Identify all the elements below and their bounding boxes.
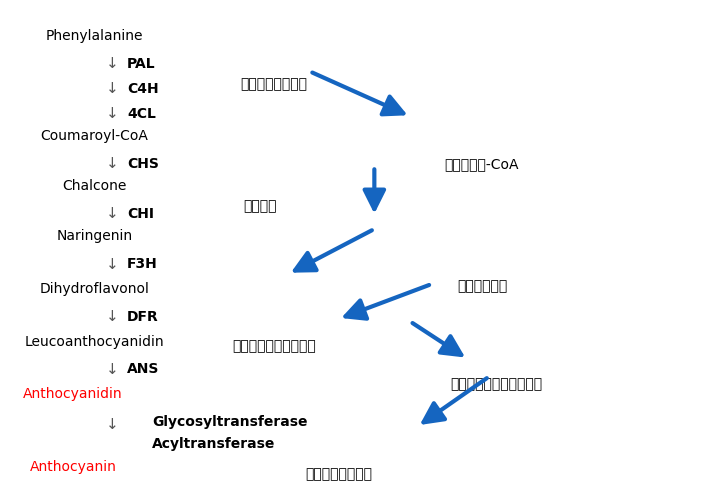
Text: CHS: CHS xyxy=(127,157,159,171)
Text: ↓: ↓ xyxy=(106,81,119,97)
Text: アントシアニジン: アントシアニジン xyxy=(305,467,372,481)
Text: Chalcone: Chalcone xyxy=(63,180,127,194)
Text: Glycosyltransferase: Glycosyltransferase xyxy=(152,414,307,429)
Text: C4H: C4H xyxy=(127,82,158,96)
Text: ↓: ↓ xyxy=(106,362,119,377)
Text: ↓: ↓ xyxy=(106,107,119,121)
Text: ↓: ↓ xyxy=(106,416,119,432)
Text: Dihydroflavonol: Dihydroflavonol xyxy=(40,282,150,296)
Text: CHI: CHI xyxy=(127,207,154,221)
Text: ↓: ↓ xyxy=(106,156,119,172)
Text: ナリンゲニン: ナリンゲニン xyxy=(456,280,507,294)
Text: ↓: ↓ xyxy=(106,56,119,71)
Text: Anthocyanin: Anthocyanin xyxy=(30,460,117,474)
Text: Coumaroyl-CoA: Coumaroyl-CoA xyxy=(41,129,148,143)
Text: Naringenin: Naringenin xyxy=(57,229,132,243)
Text: Phenylalanine: Phenylalanine xyxy=(46,29,143,43)
Text: ジヒドロフラボノール: ジヒドロフラボノール xyxy=(232,340,316,354)
Text: ANS: ANS xyxy=(127,362,159,376)
Text: ↓: ↓ xyxy=(106,309,119,324)
Text: ロイコアントシアニジン: ロイコアントシアニジン xyxy=(450,377,542,391)
Text: Anthocyanidin: Anthocyanidin xyxy=(23,387,123,401)
Text: F3H: F3H xyxy=(127,257,158,271)
Text: 4CL: 4CL xyxy=(127,107,156,121)
Text: PAL: PAL xyxy=(127,57,156,71)
Text: クマロイル-CoA: クマロイル-CoA xyxy=(445,157,519,171)
Text: カルコン: カルコン xyxy=(243,200,276,213)
Text: Acyltransferase: Acyltransferase xyxy=(152,437,275,451)
Text: DFR: DFR xyxy=(127,309,158,323)
Text: Leucoanthocyanidin: Leucoanthocyanidin xyxy=(24,334,164,349)
Text: フェニルアラニン: フェニルアラニン xyxy=(240,77,307,91)
Text: ↓: ↓ xyxy=(106,207,119,221)
Text: ↓: ↓ xyxy=(106,257,119,272)
